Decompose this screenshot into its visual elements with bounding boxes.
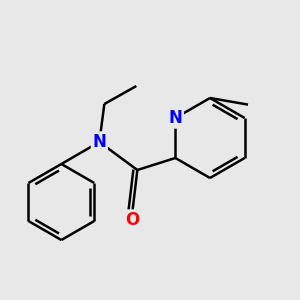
Text: O: O: [125, 211, 140, 229]
Text: N: N: [168, 109, 182, 127]
Text: N: N: [92, 133, 106, 151]
